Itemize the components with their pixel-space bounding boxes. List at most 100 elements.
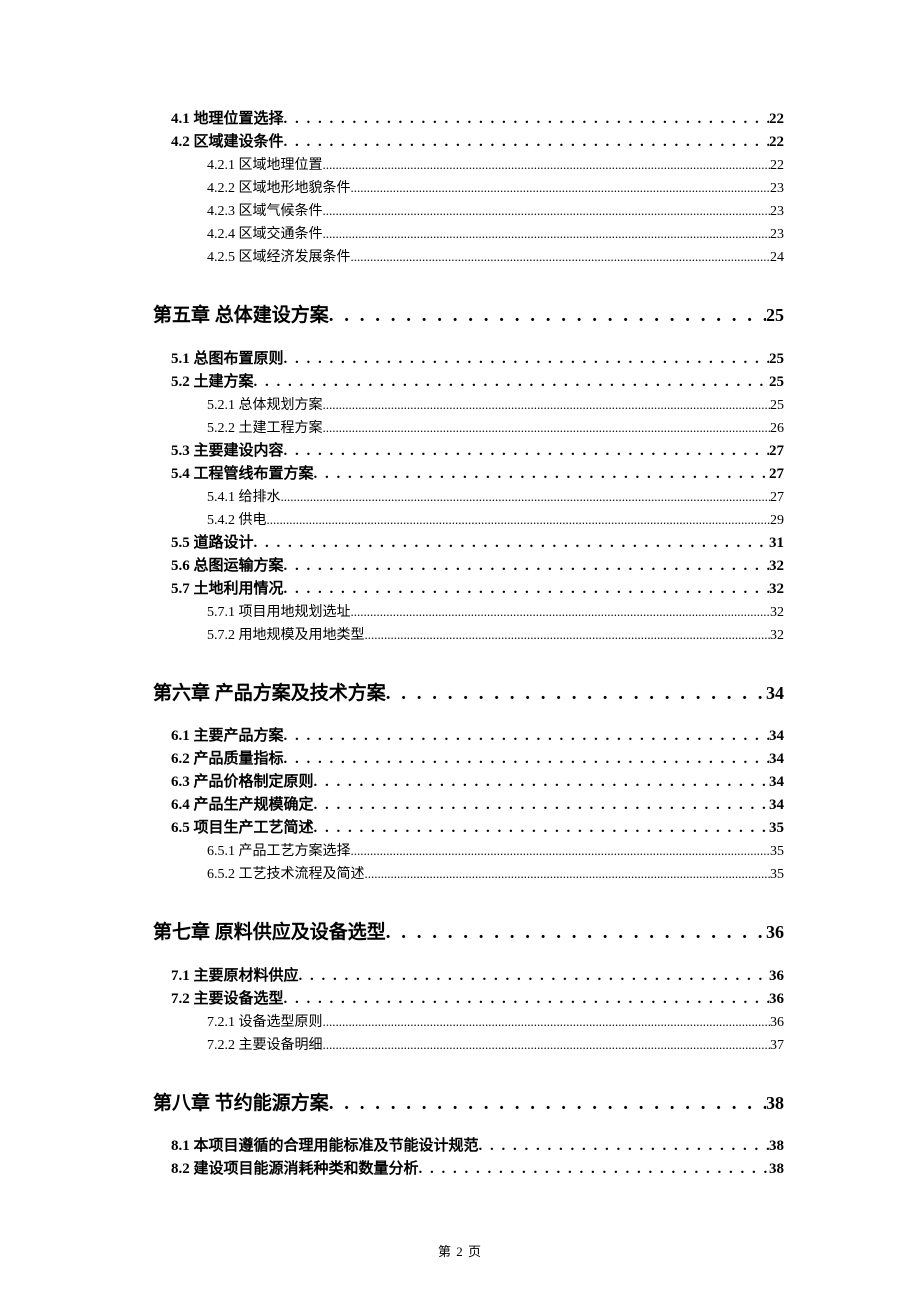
toc-entry: 5.5 道路设计 . . . . . . . . . . . . . . . .… xyxy=(153,532,784,555)
toc-leader-dots: ........................................… xyxy=(351,177,771,199)
toc-entry-page: 24 xyxy=(770,247,784,269)
toc-entry: 4.2.3 区域气候条件............................… xyxy=(153,200,784,223)
toc-entry: 5.7.1 项目用地规划选址..........................… xyxy=(153,601,784,624)
toc-leader-dots: ........................................… xyxy=(323,1011,771,1033)
toc-entry-label: 4.2.4 区域交通条件 xyxy=(207,224,323,246)
toc-leader-dots: . . . . . . . . . . . . . . . . . . . . … xyxy=(386,920,766,947)
toc-entry-label: 5.5 道路设计 xyxy=(171,532,254,555)
toc-entry-label: 8.1 本项目遵循的合理用能标准及节能设计规范 xyxy=(171,1135,479,1158)
toc-entry-label: 6.3 产品价格制定原则 xyxy=(171,771,314,794)
toc-entry-page: 34 xyxy=(766,681,784,706)
toc-leader-dots: . . . . . . . . . . . . . . . . . . . . … xyxy=(254,371,769,394)
toc-entry-page: 22 xyxy=(770,155,784,177)
toc-entry-page: 23 xyxy=(770,201,784,223)
toc-leader-dots: . . . . . . . . . . . . . . . . . . . . … xyxy=(299,965,769,988)
toc-entry-page: 25 xyxy=(769,348,784,371)
toc-entry: 第七章 原料供应及设备选型 . . . . . . . . . . . . . … xyxy=(153,920,784,947)
toc-entry: 5.4.2 供电................................… xyxy=(153,509,784,532)
toc-entry-label: 5.4.2 供电 xyxy=(207,510,267,532)
toc-entry-page: 32 xyxy=(769,555,784,578)
toc-entry: 5.4 工程管线布置方案 . . . . . . . . . . . . . .… xyxy=(153,463,784,486)
toc-leader-dots: . . . . . . . . . . . . . . . . . . . . … xyxy=(314,817,769,840)
toc-entry-label: 5.3 主要建设内容 xyxy=(171,440,284,463)
toc-entry-page: 23 xyxy=(770,224,784,246)
toc-leader-dots: ........................................… xyxy=(323,417,771,439)
toc-entry: 4.1 地理位置选择 . . . . . . . . . . . . . . .… xyxy=(153,108,784,131)
toc-entry: 6.3 产品价格制定原则 . . . . . . . . . . . . . .… xyxy=(153,771,784,794)
toc-entry-label: 7.2.2 主要设备明细 xyxy=(207,1035,323,1057)
toc-entry-label: 4.2.2 区域地形地貌条件 xyxy=(207,178,351,200)
toc-leader-dots: ........................................… xyxy=(323,394,771,416)
toc-entry: 5.4.1 给排水...............................… xyxy=(153,486,784,509)
toc-entry-page: 29 xyxy=(770,510,784,532)
toc-entry: 5.2.2 土建工程方案............................… xyxy=(153,417,784,440)
toc-leader-dots: ........................................… xyxy=(351,601,771,623)
toc-entry-page: 32 xyxy=(769,578,784,601)
toc-entry: 5.6 总图运输方案 . . . . . . . . . . . . . . .… xyxy=(153,555,784,578)
toc-entry-page: 32 xyxy=(770,602,784,624)
toc-entry-page: 31 xyxy=(769,532,784,555)
toc-entry: 8.1 本项目遵循的合理用能标准及节能设计规范 . . . . . . . . … xyxy=(153,1135,784,1158)
toc-entry-label: 5.1 总图布置原则 xyxy=(171,348,284,371)
toc-entry: 6.5.1 产品工艺方案选择..........................… xyxy=(153,840,784,863)
toc-entry-page: 34 xyxy=(769,748,784,771)
toc-entry: 7.2.2 主要设备明细............................… xyxy=(153,1034,784,1057)
toc-leader-dots: ........................................… xyxy=(323,223,771,245)
toc-entry-label: 5.2.1 总体规划方案 xyxy=(207,395,323,417)
toc-entry: 7.1 主要原材料供应 . . . . . . . . . . . . . . … xyxy=(153,965,784,988)
toc-entry-page: 34 xyxy=(769,794,784,817)
toc-entry-label: 5.6 总图运输方案 xyxy=(171,555,284,578)
toc-entry-label: 5.7 土地利用情况 xyxy=(171,578,284,601)
toc-entry: 4.2 区域建设条件 . . . . . . . . . . . . . . .… xyxy=(153,131,784,154)
toc-leader-dots: . . . . . . . . . . . . . . . . . . . . … xyxy=(284,988,769,1011)
toc-entry: 5.2 土建方案 . . . . . . . . . . . . . . . .… xyxy=(153,371,784,394)
toc-leader-dots: . . . . . . . . . . . . . . . . . . . . … xyxy=(284,555,769,578)
toc-entry: 4.2.5 区域经济发展条件..........................… xyxy=(153,246,784,269)
toc-leader-dots: . . . . . . . . . . . . . . . . . . . . … xyxy=(314,794,769,817)
toc-entry-page: 25 xyxy=(770,395,784,417)
toc-entry: 4.2.2 区域地形地貌条件..........................… xyxy=(153,177,784,200)
toc-entry-page: 34 xyxy=(769,771,784,794)
toc-leader-dots: . . . . . . . . . . . . . . . . . . . . … xyxy=(314,771,769,794)
toc-entry: 4.2.4 区域交通条件............................… xyxy=(153,223,784,246)
toc-leader-dots: . . . . . . . . . . . . . . . . . . . . … xyxy=(419,1158,769,1181)
toc-entry-page: 37 xyxy=(770,1035,784,1057)
toc-entry-page: 25 xyxy=(769,371,784,394)
toc-entry-label: 5.7.2 用地规模及用地类型 xyxy=(207,625,365,647)
toc-leader-dots: . . . . . . . . . . . . . . . . . . . . … xyxy=(284,748,769,771)
toc-entry-label: 4.2.5 区域经济发展条件 xyxy=(207,247,351,269)
toc-entry: 5.1 总图布置原则 . . . . . . . . . . . . . . .… xyxy=(153,348,784,371)
page-footer: 第 2 页 xyxy=(0,1241,920,1260)
toc-entry-label: 8.2 建设项目能源消耗种类和数量分析 xyxy=(171,1158,419,1181)
toc-entry-page: 36 xyxy=(770,1012,784,1034)
toc-entry: 6.2 产品质量指标 . . . . . . . . . . . . . . .… xyxy=(153,748,784,771)
toc-entry-page: 35 xyxy=(770,864,784,886)
toc-entry-page: 25 xyxy=(766,303,784,328)
toc-entry: 8.2 建设项目能源消耗种类和数量分析 . . . . . . . . . . … xyxy=(153,1158,784,1181)
toc-leader-dots: ........................................… xyxy=(323,200,771,222)
toc-entry: 7.2.1 设备选型原则............................… xyxy=(153,1011,784,1034)
toc-entry-label: 6.4 产品生产规模确定 xyxy=(171,794,314,817)
toc-entry-label: 第五章 总体建设方案 xyxy=(153,303,329,330)
toc-entry-page: 35 xyxy=(769,817,784,840)
toc-entry: 第六章 产品方案及技术方案 . . . . . . . . . . . . . … xyxy=(153,681,784,708)
toc-entry-label: 6.1 主要产品方案 xyxy=(171,725,284,748)
toc-leader-dots: ........................................… xyxy=(351,840,771,862)
toc-entry-label: 7.1 主要原材料供应 xyxy=(171,965,299,988)
toc-entry-page: 36 xyxy=(769,965,784,988)
toc-leader-dots: . . . . . . . . . . . . . . . . . . . . … xyxy=(284,578,769,601)
toc-entry-label: 6.5.2 工艺技术流程及简述 xyxy=(207,864,365,886)
toc-entry: 7.2 主要设备选型 . . . . . . . . . . . . . . .… xyxy=(153,988,784,1011)
toc-entry: 4.2.1 区域地理位置............................… xyxy=(153,154,784,177)
toc-leader-dots: . . . . . . . . . . . . . . . . . . . . … xyxy=(284,108,769,131)
toc-entry-label: 7.2 主要设备选型 xyxy=(171,988,284,1011)
toc-entry-label: 第六章 产品方案及技术方案 xyxy=(153,681,386,708)
toc-entry-label: 第八章 节约能源方案 xyxy=(153,1091,329,1118)
toc-leader-dots: . . . . . . . . . . . . . . . . . . . . … xyxy=(254,532,769,555)
toc-entry: 6.5 项目生产工艺简述 . . . . . . . . . . . . . .… xyxy=(153,817,784,840)
toc-entry: 第八章 节约能源方案 . . . . . . . . . . . . . . .… xyxy=(153,1091,784,1118)
toc-leader-dots: ........................................… xyxy=(323,1034,771,1056)
toc-leader-dots: . . . . . . . . . . . . . . . . . . . . … xyxy=(284,725,769,748)
toc-entry-label: 6.2 产品质量指标 xyxy=(171,748,284,771)
toc-leader-dots: . . . . . . . . . . . . . . . . . . . . … xyxy=(386,681,766,708)
